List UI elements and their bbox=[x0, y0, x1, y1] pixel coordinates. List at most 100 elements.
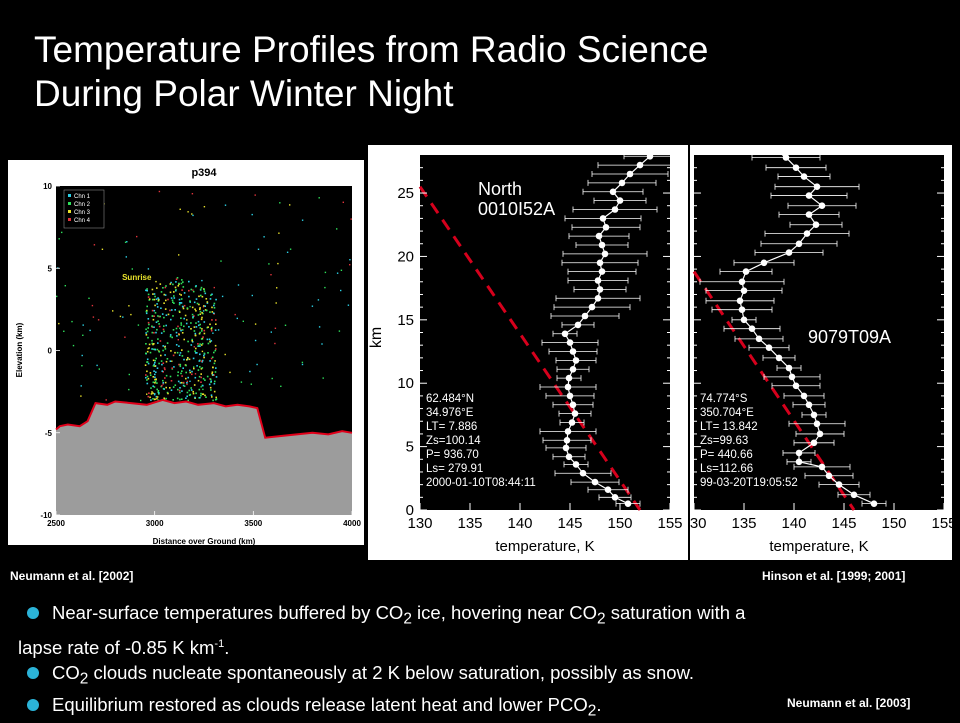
scatter-point bbox=[205, 309, 208, 312]
scatter-point bbox=[197, 344, 200, 347]
north-temperature-profile-chart: 130 135 140 145 150 155 0 5 10 15 20 25 km temperatur… bbox=[368, 153, 683, 555]
scatter-point bbox=[145, 334, 148, 336]
scatter-point bbox=[152, 365, 155, 367]
scatter-point bbox=[171, 367, 173, 369]
scatter-point bbox=[215, 348, 217, 350]
scatter-point bbox=[160, 360, 163, 362]
scatter-point bbox=[224, 204, 227, 206]
scatter-point bbox=[190, 344, 193, 346]
scatter-point bbox=[214, 329, 217, 331]
scatter-point bbox=[188, 289, 190, 292]
scatter-point bbox=[215, 398, 217, 401]
x-tick-label: 4000 bbox=[343, 519, 361, 528]
scatter-point bbox=[164, 348, 167, 350]
scatter-point bbox=[146, 382, 149, 385]
bullet-text: Equilibrium restored as clouds release l… bbox=[52, 693, 588, 715]
scatter-point bbox=[151, 315, 154, 317]
bullet-item-2: CO2 clouds nucleate spontaneously at 2 K… bbox=[18, 660, 953, 692]
scatter-point bbox=[166, 391, 169, 394]
x-tick-label: 130 bbox=[407, 515, 432, 532]
scatter-point bbox=[145, 343, 147, 345]
x-tick-label: 130 bbox=[690, 515, 707, 532]
scatter-point bbox=[195, 326, 198, 328]
scatter-point bbox=[198, 303, 200, 306]
profile-point bbox=[800, 392, 808, 400]
scatter-point bbox=[210, 394, 213, 396]
scatter-point bbox=[181, 355, 184, 357]
profile-point bbox=[564, 428, 572, 435]
scatter-point bbox=[162, 383, 164, 385]
scatter-point bbox=[150, 387, 152, 389]
plot-area bbox=[420, 155, 670, 510]
scatter-point bbox=[147, 327, 149, 329]
scatter-point bbox=[155, 321, 158, 323]
scatter-point bbox=[340, 269, 343, 271]
scatter-point bbox=[210, 381, 212, 383]
scatter-point bbox=[205, 396, 207, 398]
scatter-point bbox=[163, 330, 165, 333]
scatter-point bbox=[279, 202, 281, 204]
scatter-point bbox=[162, 328, 165, 331]
subscript: 2 bbox=[403, 610, 412, 628]
scatter-point bbox=[169, 387, 171, 389]
y-tick-label: 0 bbox=[48, 347, 53, 356]
scatter-point bbox=[318, 197, 320, 199]
scatter-point bbox=[145, 332, 147, 334]
scatter-point bbox=[149, 396, 151, 399]
profile-point bbox=[813, 183, 821, 190]
scatter-point bbox=[199, 288, 202, 291]
scatter-point bbox=[153, 370, 155, 372]
scatter-point bbox=[198, 388, 201, 391]
x-tick-label: 145 bbox=[831, 515, 856, 532]
scatter-point bbox=[201, 342, 204, 345]
scatter-point bbox=[194, 373, 197, 375]
scatter-point bbox=[182, 286, 185, 288]
scatter-point bbox=[179, 293, 181, 295]
profile-point bbox=[566, 339, 574, 346]
scatter-point bbox=[214, 360, 216, 362]
bullet-text: saturation with a bbox=[605, 602, 746, 623]
scatter-point bbox=[154, 376, 156, 379]
scatter-point bbox=[213, 362, 216, 365]
scatter-point bbox=[199, 396, 201, 399]
profile-point bbox=[569, 401, 577, 409]
scatter-point bbox=[193, 367, 195, 370]
scatter-point bbox=[199, 310, 202, 313]
chart-title: North bbox=[478, 179, 522, 199]
scatter-point bbox=[174, 384, 177, 386]
scatter-point bbox=[201, 330, 203, 332]
scatter-point bbox=[177, 285, 180, 287]
scatter-point bbox=[186, 319, 188, 321]
chart-title: p394 bbox=[191, 167, 217, 179]
profile-point bbox=[588, 303, 596, 311]
scatter-point bbox=[165, 314, 168, 316]
profile-point bbox=[569, 348, 577, 355]
scatter-point bbox=[201, 350, 204, 353]
scatter-point bbox=[158, 190, 161, 193]
scatter-point bbox=[199, 307, 201, 309]
scatter-point bbox=[200, 360, 203, 362]
scatter-point bbox=[203, 354, 205, 357]
scatter-point bbox=[164, 308, 167, 310]
scatter-point bbox=[224, 353, 226, 356]
scatter-point bbox=[178, 354, 181, 356]
profile-point bbox=[572, 357, 580, 364]
scatter-point bbox=[170, 281, 172, 284]
profile-point bbox=[785, 364, 793, 372]
scatter-point bbox=[177, 339, 179, 341]
scatter-point bbox=[199, 308, 201, 311]
scatter-point bbox=[201, 328, 203, 330]
south-profile-panel: 130 135 140 145 150 155 temperature, K 9079T09A… bbox=[681, 145, 957, 560]
scatter-point bbox=[194, 352, 197, 354]
scatter-point bbox=[130, 313, 132, 316]
scatter-point bbox=[180, 282, 183, 285]
annotation-text: 99-03-20T19:05:52 bbox=[700, 477, 798, 489]
north-profile-panel: 130 135 140 145 150 155 0 5 10 15 20 25 km temperatur… bbox=[368, 145, 688, 560]
scatter-point bbox=[301, 363, 304, 366]
scatter-point bbox=[206, 375, 209, 378]
scatter-point bbox=[154, 304, 156, 307]
scatter-point bbox=[195, 347, 197, 350]
profile-point bbox=[765, 344, 773, 351]
profile-point bbox=[792, 382, 800, 390]
scatter-point bbox=[212, 312, 215, 314]
